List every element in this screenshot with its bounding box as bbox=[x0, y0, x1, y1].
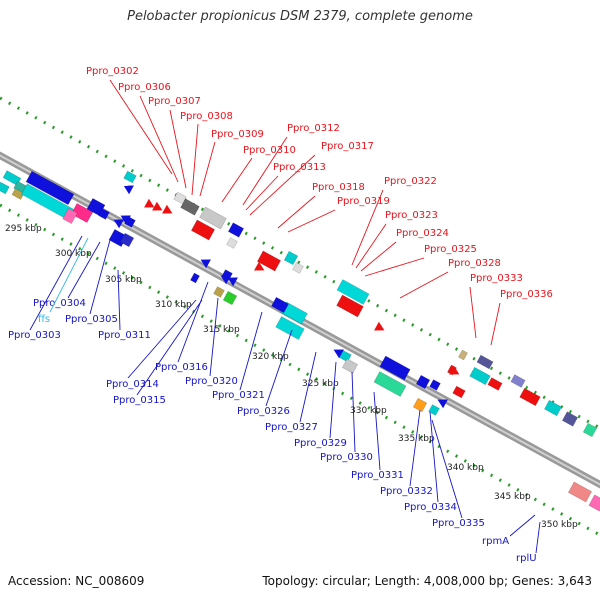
forward-gene-label: Ppro_0322 bbox=[384, 176, 437, 187]
gene-callouts: Ppro_0302 Ppro_0306 Ppro_0307 Ppro_0308 Ppro… bbox=[8, 66, 553, 564]
kbp-tick-label: 325 kbp bbox=[302, 379, 339, 389]
forward-gene-label: Ppro_0306 bbox=[118, 82, 171, 93]
forward-gene-label: Ppro_0312 bbox=[287, 123, 340, 134]
reverse-gene-label: Ppro_0321 bbox=[212, 390, 265, 401]
forward-gene-label: Ppro_0309 bbox=[211, 129, 264, 140]
forward-gene-label: Ppro_0336 bbox=[500, 289, 553, 300]
kbp-tick-label: 340 kbp bbox=[447, 463, 484, 473]
reverse-gene-label: Ppro_0311 bbox=[98, 330, 151, 341]
reverse-gene-label: Ppro_0330 bbox=[320, 452, 373, 463]
kbp-tick-label: 320 kbp bbox=[252, 352, 289, 362]
reverse-gene-label: Ppro_0326 bbox=[237, 406, 290, 417]
kbp-tick-label: 330 kbp bbox=[350, 406, 387, 416]
reverse-gene-label: Ppro_0316 bbox=[155, 362, 208, 373]
reverse-gene-label: Ppro_0305 bbox=[65, 314, 118, 325]
reverse-gene-label: Ppro_0320 bbox=[185, 376, 238, 387]
kbp-ticks: 295 kbp 300 kbp 305 kbp 310 kbp 315 kbp 320 k… bbox=[5, 224, 578, 530]
reverse-gene-label: Ppro_0315 bbox=[113, 395, 166, 406]
outer-dotted-guide bbox=[0, 96, 600, 430]
forward-gene-label: Ppro_0333 bbox=[470, 273, 523, 284]
map-title: Pelobacter propionicus DSM 2379, complet… bbox=[127, 9, 473, 24]
forward-gene-label: Ppro_0325 bbox=[424, 244, 477, 255]
kbp-tick-label: 305 kbp bbox=[105, 275, 142, 285]
feature-track bbox=[0, 170, 600, 512]
genome-summary-text: Topology: circular; Length: 4,008,000 bp… bbox=[262, 574, 592, 588]
forward-gene-label: Ppro_0310 bbox=[243, 145, 296, 156]
forward-gene-label: Ppro_0323 bbox=[385, 210, 438, 221]
reverse-gene-label: Ppro_0303 bbox=[8, 330, 61, 341]
forward-gene-label: Ppro_0317 bbox=[321, 141, 374, 152]
forward-gene-label: Ppro_0313 bbox=[273, 162, 326, 173]
forward-gene-label: Ppro_0318 bbox=[312, 182, 365, 193]
reverse-gene-label: Ppro_0332 bbox=[380, 486, 433, 497]
forward-gene-label: Ppro_0319 bbox=[337, 196, 390, 207]
forward-gene-label: Ppro_0324 bbox=[396, 228, 449, 239]
reverse-gene-label: Ppro_0327 bbox=[265, 422, 318, 433]
reverse-gene-label: Ppro_0331 bbox=[351, 470, 404, 481]
reverse-gene-label: Ppro_0304 bbox=[33, 298, 86, 309]
forward-gene-label: Ppro_0307 bbox=[148, 96, 201, 107]
kbp-tick-label: 350 kbp bbox=[541, 520, 578, 530]
reverse-gene-label: Ppro_0314 bbox=[106, 379, 159, 390]
kbp-tick-label: 300 kbp bbox=[55, 249, 92, 259]
kbp-tick-label: 345 kbp bbox=[494, 492, 531, 502]
accession-text: Accession: NC_008609 bbox=[8, 574, 145, 588]
reverse-gene-label: rplU bbox=[516, 553, 537, 564]
kbp-tick-label: 310 kbp bbox=[155, 300, 192, 310]
forward-gene-label: Ppro_0302 bbox=[86, 66, 139, 77]
inner-dotted-guide bbox=[0, 203, 600, 537]
rna-gene-label: ffs bbox=[38, 314, 50, 325]
forward-gene-label: Ppro_0308 bbox=[180, 111, 233, 122]
kbp-tick-label: 315 kbp bbox=[203, 325, 240, 335]
reverse-gene-label: Ppro_0334 bbox=[404, 502, 457, 513]
forward-gene-label: Ppro_0328 bbox=[448, 258, 501, 269]
reverse-gene-label: rpmA bbox=[482, 536, 509, 547]
reverse-gene-label: Ppro_0335 bbox=[432, 518, 485, 529]
kbp-tick-label: 295 kbp bbox=[5, 224, 42, 234]
reverse-gene-label: Ppro_0329 bbox=[294, 438, 347, 449]
